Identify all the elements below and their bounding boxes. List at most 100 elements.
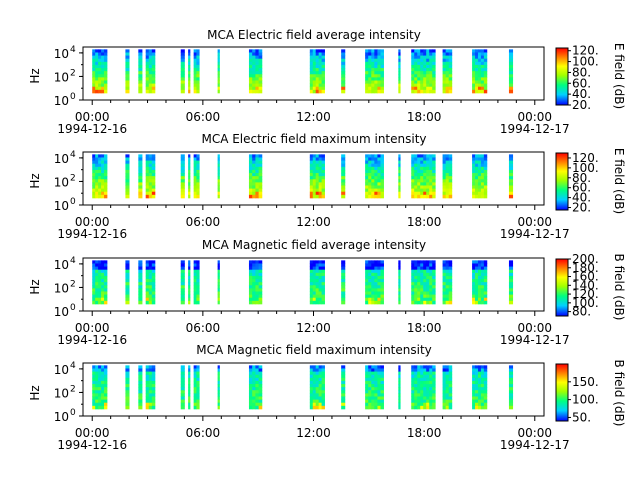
spectrogram-cell bbox=[477, 58, 482, 63]
spectrogram-cell bbox=[480, 393, 485, 397]
spectrogram-cell bbox=[312, 297, 317, 302]
spectrogram-cell bbox=[472, 61, 476, 66]
spectrogram-cell bbox=[475, 55, 479, 60]
spectrogram-cell bbox=[442, 49, 447, 53]
spectrogram-cell bbox=[432, 64, 436, 69]
spectrogram-cell bbox=[151, 377, 156, 382]
spectrogram-cell bbox=[180, 194, 185, 199]
spectrogram-cell bbox=[414, 393, 418, 397]
spectrogram-cell bbox=[180, 157, 185, 161]
spectrogram-cell bbox=[258, 387, 263, 391]
spectrogram-cell bbox=[371, 179, 375, 183]
spectrogram-cell bbox=[92, 179, 96, 183]
spectrogram-cell bbox=[318, 55, 323, 60]
spectrogram-cell bbox=[145, 368, 150, 372]
spectrogram-cell bbox=[258, 157, 263, 161]
spectrogram-cell bbox=[217, 169, 220, 174]
spectrogram-cell bbox=[368, 387, 372, 391]
spectrogram-cell bbox=[248, 288, 253, 292]
spectrogram-cell bbox=[423, 77, 427, 81]
spectrogram-cell bbox=[398, 396, 401, 400]
spectrogram-cell bbox=[380, 402, 384, 407]
spectrogram-cell bbox=[472, 297, 476, 302]
spectrogram-cell bbox=[341, 89, 346, 94]
spectrogram-cell bbox=[398, 182, 401, 186]
spectrogram-cell bbox=[426, 279, 430, 283]
spectrogram-cell bbox=[180, 288, 185, 292]
spectrogram-cell bbox=[448, 380, 453, 385]
spectrogram-cell bbox=[125, 380, 130, 385]
spectrogram-cell bbox=[95, 77, 99, 81]
spectrogram-cell bbox=[365, 194, 369, 199]
colorbar-tick-label: 200. bbox=[572, 252, 599, 266]
spectrogram-cell bbox=[445, 263, 450, 267]
spectrogram-cell bbox=[196, 55, 200, 60]
spectrogram-cell bbox=[196, 68, 200, 72]
spectrogram-cell bbox=[92, 77, 96, 81]
spectrogram-cell bbox=[101, 49, 105, 53]
spectrogram-cell bbox=[180, 269, 185, 274]
spectrogram-cell bbox=[341, 300, 346, 305]
spectrogram-cell bbox=[309, 399, 314, 404]
spectrogram-cell bbox=[477, 74, 482, 78]
spectrogram-cell bbox=[477, 297, 482, 302]
spectrogram-cell bbox=[442, 52, 447, 56]
spectrogram-cell bbox=[477, 166, 482, 171]
spectrogram-cell bbox=[148, 166, 153, 171]
spectrogram-cell bbox=[101, 86, 105, 91]
spectrogram-cell bbox=[411, 55, 415, 60]
spectrogram-cell bbox=[248, 194, 253, 199]
spectrogram-cell bbox=[341, 390, 346, 394]
spectrogram-cell bbox=[196, 89, 200, 94]
spectrogram-cell bbox=[445, 269, 450, 274]
spectrogram-cell bbox=[315, 282, 320, 286]
spectrogram-cell bbox=[151, 58, 156, 63]
spectrogram-cell bbox=[217, 279, 220, 283]
spectrogram-cell bbox=[321, 396, 325, 400]
spectrogram-cell bbox=[475, 71, 479, 75]
spectrogram-cell bbox=[429, 77, 433, 81]
spectrogram-cell bbox=[480, 64, 485, 69]
spectrogram-cell bbox=[196, 86, 200, 91]
spectrogram-cell bbox=[145, 77, 150, 81]
spectrogram-cell bbox=[414, 272, 418, 277]
spectrogram-cell bbox=[315, 297, 320, 302]
spectrogram-cell bbox=[341, 185, 346, 189]
spectrogram-cell bbox=[448, 173, 453, 177]
spectrogram-cell bbox=[104, 163, 108, 168]
spectrogram-cell bbox=[475, 166, 479, 171]
spectrogram-cell bbox=[255, 368, 260, 372]
spectrogram-cell bbox=[188, 169, 191, 174]
spectrogram-cell bbox=[475, 402, 479, 407]
spectrogram-cell bbox=[420, 374, 424, 379]
spectrogram-cell bbox=[148, 77, 153, 81]
spectrogram-cell bbox=[125, 288, 130, 292]
spectrogram-cell bbox=[193, 61, 197, 66]
spectrogram-cell bbox=[148, 387, 153, 391]
spectrogram-cell bbox=[472, 166, 476, 171]
spectrogram-cell bbox=[95, 176, 99, 180]
spectrogram-cell bbox=[145, 154, 150, 158]
y-tick-exponent: 4 bbox=[70, 361, 76, 371]
spectrogram-cell bbox=[125, 279, 130, 283]
spectrogram-cell bbox=[417, 89, 421, 94]
spectrogram-cell bbox=[148, 83, 153, 88]
spectrogram-cell bbox=[420, 294, 424, 299]
spectrogram-cell bbox=[398, 384, 401, 388]
spectrogram-cell bbox=[423, 285, 427, 289]
spectrogram-cell bbox=[258, 176, 263, 180]
spectrogram-cell bbox=[321, 160, 325, 165]
spectrogram-cell bbox=[196, 365, 200, 369]
spectrogram-cell bbox=[414, 260, 418, 264]
spectrogram-cell bbox=[255, 263, 260, 267]
spectrogram-cell bbox=[252, 71, 256, 75]
spectrogram-cell bbox=[414, 182, 418, 186]
spectrogram-cell bbox=[371, 160, 375, 165]
spectrogram-cell bbox=[125, 374, 130, 379]
spectrogram-cell bbox=[217, 405, 220, 410]
spectrogram-cell bbox=[480, 160, 485, 165]
spectrogram-cell bbox=[368, 288, 372, 292]
spectrogram-cell bbox=[472, 68, 476, 72]
spectrogram-cell bbox=[432, 77, 436, 81]
spectrogram-cell bbox=[98, 185, 102, 189]
